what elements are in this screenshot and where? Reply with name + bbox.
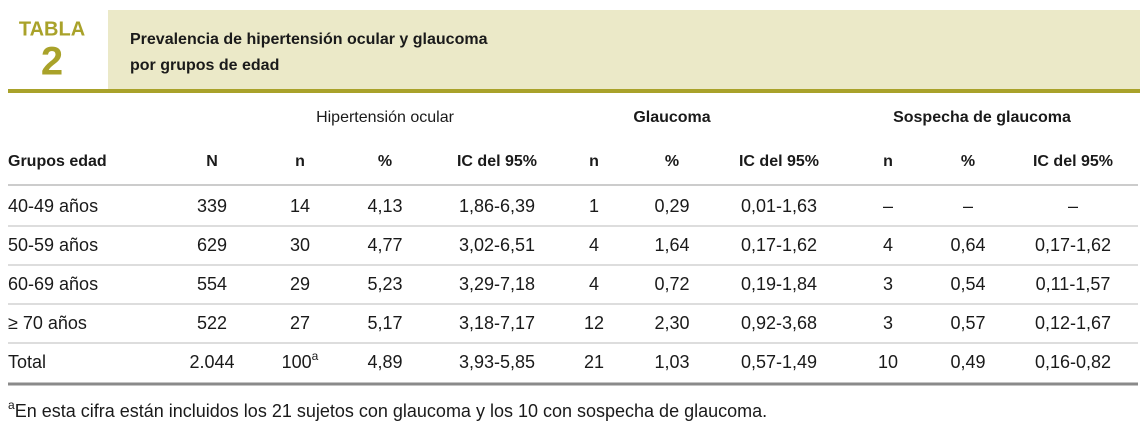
- table-cell: 2,30: [654, 313, 689, 333]
- table-cell: 4: [589, 235, 599, 255]
- table-cell: 1,86-6,39: [459, 196, 535, 216]
- table-cell: 0,29: [654, 196, 689, 216]
- table-cell: 100a: [282, 349, 319, 372]
- table-cell: 3,18-7,17: [459, 313, 535, 333]
- table-cell: ≥ 70 años: [8, 313, 87, 333]
- table-cell: 0,57-1,49: [741, 352, 817, 372]
- column-header: %: [378, 153, 392, 170]
- column-header: IC del 95%: [457, 153, 537, 170]
- table-cell: 4,77: [367, 235, 402, 255]
- title-line: Prevalencia de hipertensión ocular y gla…: [130, 31, 488, 48]
- column-header: n: [883, 153, 893, 170]
- table-cell: 0,64: [950, 235, 985, 255]
- table-label: TABLA: [19, 18, 85, 40]
- table-cell: –: [963, 196, 973, 216]
- table-cell: 339: [197, 196, 227, 216]
- table-cell: 21: [584, 352, 604, 372]
- column-header: N: [206, 153, 218, 170]
- column-header: %: [961, 153, 975, 170]
- header-band: [108, 10, 1140, 90]
- column-header: IC del 95%: [1033, 153, 1113, 170]
- table-cell: 3,02-6,51: [459, 235, 535, 255]
- table-cell: 0,11-1,57: [1036, 274, 1111, 294]
- table-cell: 29: [290, 274, 310, 294]
- table-cell: 4,13: [367, 196, 402, 216]
- table-cell: 3: [883, 274, 893, 294]
- table-cell: 0,16-0,82: [1035, 352, 1111, 372]
- table-cell: 0,17-1,62: [1035, 235, 1111, 255]
- table-cell: 0,49: [950, 352, 985, 372]
- table-cell: 3: [883, 313, 893, 333]
- column-header: %: [665, 153, 679, 170]
- column-header: n: [589, 153, 599, 170]
- table-cell: 4,89: [367, 352, 402, 372]
- cell-note-marker: a: [312, 349, 319, 363]
- table-cell: 522: [197, 313, 227, 333]
- table-cell: 0,72: [654, 274, 689, 294]
- table-cell: 0,54: [950, 274, 985, 294]
- table-cell: 5,23: [367, 274, 402, 294]
- table-cell: 14: [290, 196, 310, 216]
- table-cell: Total: [8, 352, 46, 372]
- footnote-marker: a: [8, 398, 15, 412]
- table-cell: 0,01-1,63: [741, 196, 817, 216]
- table-cell: 0,92-3,68: [741, 313, 817, 333]
- column-header: Grupos edad: [8, 153, 107, 170]
- title-line: por grupos de edad: [130, 57, 279, 74]
- table-cell: 10: [878, 352, 898, 372]
- table-cell: 1,64: [654, 235, 689, 255]
- table-cell: 4: [589, 274, 599, 294]
- cell-value: 100: [282, 352, 312, 372]
- table-cell: 12: [584, 313, 604, 333]
- table-cell: 0,12-1,67: [1035, 313, 1111, 333]
- table-cell: 3,29-7,18: [459, 274, 535, 294]
- table-cell: –: [883, 196, 893, 216]
- table-cell: 0,57: [950, 313, 985, 333]
- group-header: Sospecha de glaucoma: [893, 109, 1071, 126]
- table-cell: 60-69 años: [8, 274, 98, 294]
- column-header: n: [295, 153, 305, 170]
- table-cell: 40-49 años: [8, 196, 98, 216]
- footnote-text: En esta cifra están incluidos los 21 suj…: [15, 401, 767, 421]
- group-header: Hipertensión ocular: [316, 109, 455, 126]
- table-cell: 3,93-5,85: [459, 352, 535, 372]
- table-cell: 1,03: [654, 352, 689, 372]
- table-cell: 0,19-1,84: [741, 274, 817, 294]
- table-cell: 5,17: [367, 313, 402, 333]
- table-cell: 50-59 años: [8, 235, 98, 255]
- group-header: Glaucoma: [633, 109, 710, 126]
- table-cell: 0,17-1,62: [741, 235, 817, 255]
- table-number: 2: [41, 40, 63, 84]
- table-cell: 1: [589, 196, 599, 216]
- column-header: IC del 95%: [739, 153, 819, 170]
- table-cell: 4: [883, 235, 893, 255]
- table-cell: 554: [197, 274, 227, 294]
- table-cell: 629: [197, 235, 227, 255]
- header-rule: [8, 89, 1140, 93]
- table-cell: –: [1068, 196, 1078, 216]
- footnote: aEn esta cifra están incluidos los 21 su…: [8, 398, 767, 421]
- table-cell: 2.044: [189, 352, 234, 372]
- table-cell: 30: [290, 235, 310, 255]
- table-cell: 27: [290, 313, 310, 333]
